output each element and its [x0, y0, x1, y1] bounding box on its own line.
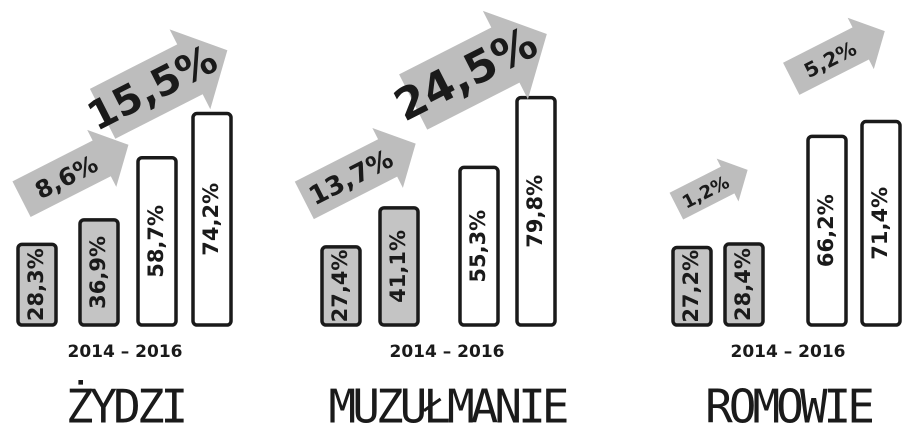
value-label: 79,8% [523, 175, 547, 248]
bar [860, 119, 902, 327]
bar [320, 245, 362, 327]
increase-arrow: 5,2% [783, 17, 885, 95]
increase-arrow: 1,2% [669, 158, 748, 220]
group-title: ROMOWIE [705, 380, 872, 434]
period-label: 2014 – 2016 [731, 342, 846, 362]
value-label: 71,4% [868, 187, 892, 260]
value-label: 58,7% [144, 205, 168, 278]
value-label: 74,2% [199, 183, 223, 256]
arrow-shape [783, 17, 885, 95]
arrow-shape [669, 158, 748, 220]
arrow-shape [89, 29, 228, 139]
period-label: 2014 – 2016 [390, 342, 505, 362]
arrow-shape [399, 10, 547, 130]
period-label: 2014 – 2016 [68, 342, 183, 362]
value-label: 28,3% [24, 248, 48, 321]
bar [136, 155, 178, 327]
bar [458, 165, 500, 327]
arrow-shape [12, 129, 129, 218]
bar [16, 242, 58, 327]
group-title: ŻYDZI [66, 380, 185, 434]
bar [723, 242, 765, 327]
bar [378, 206, 420, 327]
value-label: 27,4% [328, 250, 352, 323]
value-label: 66,2% [814, 194, 838, 267]
bar [806, 134, 848, 327]
bar [671, 245, 713, 327]
value-label: 27,2% [679, 250, 703, 323]
group-title: MUZUŁMANIE [329, 380, 567, 434]
value-label: 55,3% [466, 210, 490, 283]
bar [515, 95, 557, 327]
bar [191, 111, 233, 327]
arrow-shape [294, 127, 416, 220]
value-label: 41,1% [386, 230, 410, 303]
bar [78, 218, 120, 327]
value-label: 28,4% [731, 248, 755, 321]
value-label: 36,9% [86, 236, 110, 309]
